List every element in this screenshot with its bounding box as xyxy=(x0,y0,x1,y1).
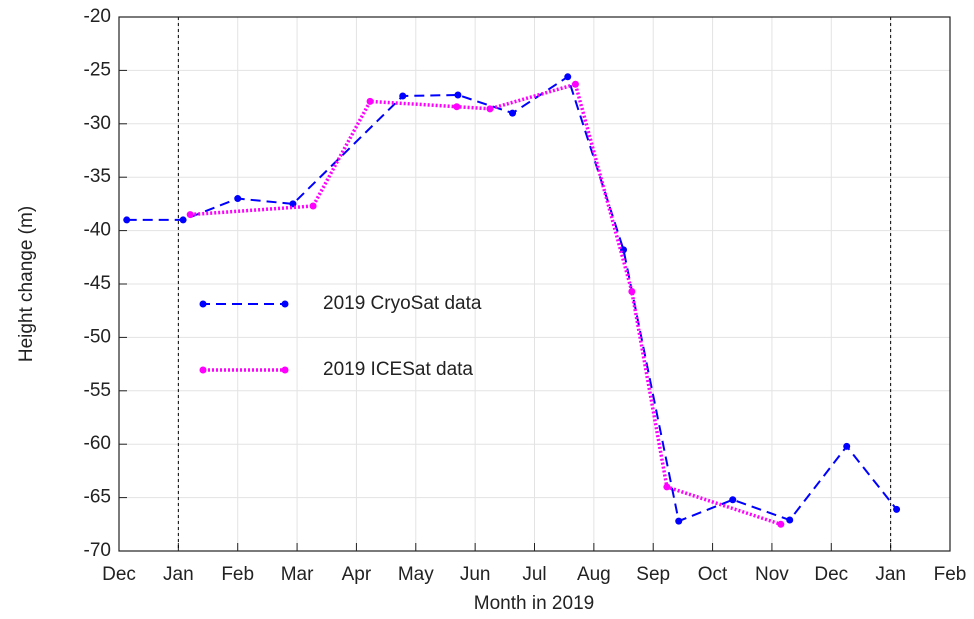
data-point xyxy=(366,97,374,105)
data-point xyxy=(729,496,737,504)
x-tick-label: Nov xyxy=(755,564,789,585)
x-axis-label: Month in 2019 xyxy=(474,593,594,614)
data-point xyxy=(234,195,242,203)
x-tick-label: Apr xyxy=(342,564,372,585)
data-point xyxy=(777,520,785,528)
y-tick-label: -35 xyxy=(84,166,111,187)
data-point xyxy=(564,73,572,81)
data-point xyxy=(123,216,131,224)
data-point xyxy=(309,202,317,210)
x-tick-label: Dec xyxy=(814,564,848,585)
x-tick-label: Mar xyxy=(281,564,314,585)
x-tick-label: May xyxy=(398,564,434,585)
data-point xyxy=(628,287,636,295)
data-point xyxy=(186,211,194,219)
legend-marker xyxy=(281,366,289,374)
series-line xyxy=(190,82,782,526)
data-point xyxy=(179,216,187,224)
data-point xyxy=(675,517,683,525)
y-axis-label: Height change (m) xyxy=(16,206,37,362)
y-tick-label: -20 xyxy=(84,6,111,27)
data-point xyxy=(454,91,462,99)
y-tick-label: -65 xyxy=(84,487,111,508)
y-tick-label: -30 xyxy=(84,113,111,134)
data-point xyxy=(786,516,794,524)
x-tick-label: Jun xyxy=(460,564,491,585)
legend-label: 2019 CryoSat data xyxy=(323,293,482,314)
x-tick-label: Dec xyxy=(102,564,136,585)
x-tick-label: Feb xyxy=(934,564,967,585)
data-point xyxy=(453,103,461,111)
y-tick-label: -25 xyxy=(84,59,111,80)
data-point xyxy=(571,80,579,88)
legend-marker xyxy=(199,300,207,308)
y-tick-label: -55 xyxy=(84,380,111,401)
x-tick-label: Jan xyxy=(163,564,194,585)
legend-label: 2019 ICESat data xyxy=(323,359,473,380)
legend-marker xyxy=(281,300,289,308)
x-tick-label: Sep xyxy=(636,564,670,585)
x-tick-label: Aug xyxy=(577,564,611,585)
data-point xyxy=(509,109,517,117)
data-point xyxy=(399,92,407,100)
x-tick-label: Oct xyxy=(698,564,728,585)
x-tick-label: Jan xyxy=(875,564,906,585)
x-tick-label: Jul xyxy=(522,564,546,585)
data-point xyxy=(663,483,671,491)
y-tick-label: -60 xyxy=(84,433,111,454)
y-tick-label: -40 xyxy=(84,220,111,241)
data-point xyxy=(893,505,901,513)
plot-frame xyxy=(118,16,951,552)
legend-marker xyxy=(199,366,207,374)
y-tick-label: -70 xyxy=(84,540,111,561)
y-tick-label: -45 xyxy=(84,273,111,294)
y-tick-label: -50 xyxy=(84,326,111,347)
series-line xyxy=(126,75,898,523)
x-tick-label: Feb xyxy=(221,564,254,585)
data-point xyxy=(486,105,494,113)
data-point xyxy=(843,442,851,450)
